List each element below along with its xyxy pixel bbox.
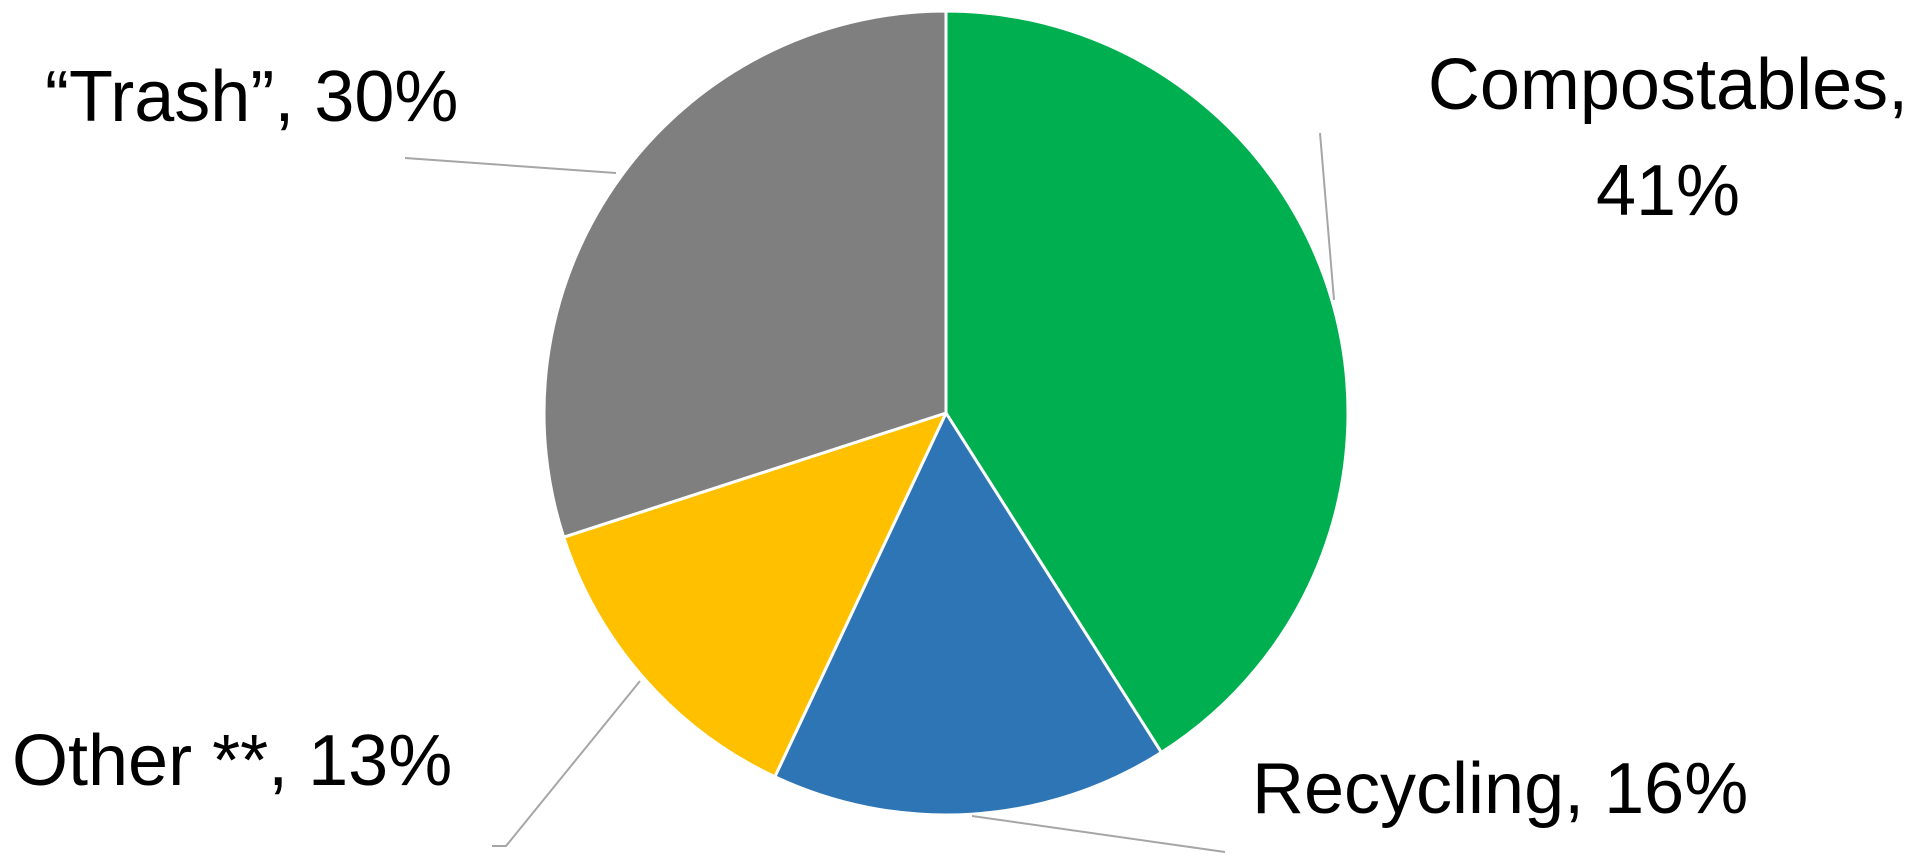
data-label-line: Compostables,	[1428, 45, 1908, 125]
slice-trash	[542, 9, 948, 539]
data-label-line: 41%	[1596, 151, 1740, 231]
slice-other	[562, 411, 948, 779]
data-label-trash: “Trash”, 30%	[45, 57, 458, 137]
data-labels: Compostables, 41% Recycling, 16% Other **, …	[12, 45, 1908, 829]
leader-line-recycling	[971, 815, 1226, 853]
data-label-line: Other **, 13%	[12, 721, 452, 801]
data-label-other: Other **, 13%	[12, 721, 452, 801]
slice-compostables	[944, 9, 1350, 754]
slice-recycling	[773, 411, 1163, 817]
data-label-recycling: Recycling, 16%	[1252, 749, 1748, 829]
leader-line-compostables	[1319, 132, 1335, 301]
leader-lines	[404, 132, 1335, 853]
data-label-compostables: Compostables, 41%	[1428, 45, 1908, 231]
data-label-line: Recycling, 16%	[1252, 749, 1748, 829]
pie-slices	[542, 9, 1350, 817]
data-label-line: “Trash”, 30%	[45, 57, 458, 137]
leader-line-trash	[404, 157, 617, 174]
leader-line-other	[492, 680, 641, 847]
